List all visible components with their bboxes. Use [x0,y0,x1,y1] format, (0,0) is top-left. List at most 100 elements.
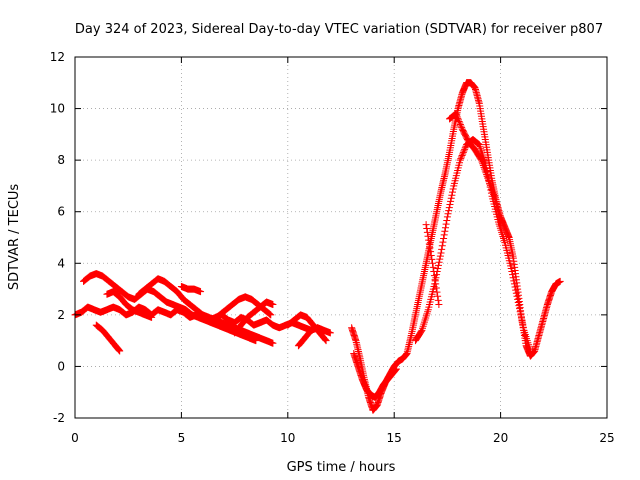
y-tick-label: 4 [57,256,65,270]
data-point [457,122,465,130]
data-point [512,286,520,294]
grid-lines [75,57,607,418]
data-point [441,224,449,232]
data-point [509,271,517,279]
data-point [461,144,469,152]
data-point [484,176,492,184]
data-point [457,153,465,161]
data-point [269,339,277,347]
data-point [319,328,327,336]
data-point [497,218,505,226]
data-point [447,194,455,202]
data-point [457,155,465,163]
series-arc6 [177,282,205,296]
series-arc8 [231,298,277,337]
data-point [452,110,460,118]
data-point [490,190,498,198]
data-point [513,292,521,300]
data-point [433,288,441,296]
series-arc13 [403,79,564,360]
data-point [481,165,489,173]
data-point [436,252,444,260]
data-point [427,248,435,256]
data-point [444,210,452,218]
data-point [526,347,534,355]
data-point [477,155,485,163]
x-tick-label: 5 [178,431,186,445]
data-point [461,145,469,153]
data-point [516,305,524,313]
data-point [510,277,518,285]
data-point [512,289,520,297]
data-point [519,320,527,328]
y-tick-label: 10 [50,102,65,116]
y-tick-label: 12 [50,50,65,64]
data-point [441,227,449,235]
data-point [425,236,433,244]
data-point [423,224,431,232]
data-point [454,116,462,124]
x-tick-label: 10 [280,431,295,445]
data-point [480,163,488,171]
data-point [514,295,522,303]
data-point [454,114,462,122]
data-point [443,216,451,224]
data-point [518,317,526,325]
data-point [326,329,334,337]
data-point [487,183,495,191]
data-point [426,244,434,252]
series-arc3 [92,321,124,355]
data-point [455,117,463,125]
data-point [519,323,527,331]
data-point [321,335,329,343]
data-point [460,147,468,155]
data-point [453,113,461,121]
data-point [435,301,443,309]
data-point [434,261,442,269]
data-point [432,284,440,292]
y-tick-label: 2 [57,308,65,322]
data-point [489,189,497,197]
data-point [197,288,205,296]
data-point [434,296,442,304]
data-point [488,185,496,193]
data-point [322,337,330,345]
data-point [511,283,519,291]
data-point [446,200,454,208]
data-point [459,150,467,158]
series-arc16 [422,221,443,309]
data-point [445,204,453,212]
data-point [425,240,433,248]
axis-ticks: 0 5 10 15 20 25 -2 0 2 4 6 8 10 12 [50,50,615,445]
data-point [482,169,490,177]
data-point [440,231,448,239]
data-point [449,185,457,193]
data-point [517,311,525,319]
data-point [424,232,432,240]
x-tick-label: 25 [599,431,614,445]
data-point [423,228,431,236]
data-point [443,213,451,221]
data-point [434,292,442,300]
data-point [427,252,435,260]
data-point [477,156,485,164]
x-tick-label: 0 [71,431,79,445]
plot-frame [74,56,608,419]
data-point [449,188,457,196]
data-point [438,242,446,250]
data-point [484,174,492,182]
data-point [507,264,515,272]
data-point [515,302,523,310]
y-tick-label: -2 [53,411,65,425]
data-point [456,156,464,164]
data-point [514,298,522,306]
series-arc4 [135,275,277,347]
data-point [429,263,437,271]
data-point [434,264,442,272]
data-point [269,301,277,309]
data-point [456,119,464,127]
data-point [267,311,275,319]
y-tick-label: 8 [57,153,65,167]
data-point [439,238,447,246]
